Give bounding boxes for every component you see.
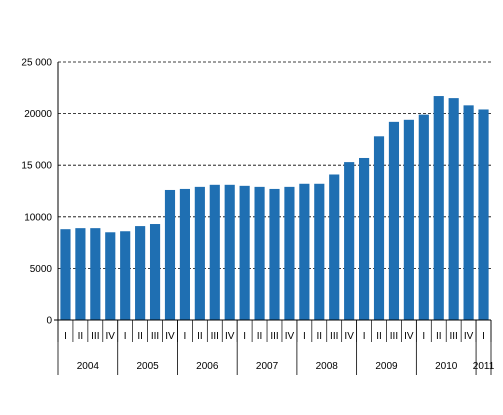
y-tick-label: 20000: [24, 109, 52, 120]
x-tick-label: II: [257, 331, 263, 342]
bar: [179, 188, 190, 320]
bar: [403, 119, 414, 321]
year-label: 2009: [375, 361, 398, 372]
axes: [54, 62, 492, 375]
y-tick-label: 0: [46, 316, 52, 327]
bar: [448, 98, 459, 321]
x-tick-label: III: [390, 331, 398, 342]
bar: [478, 109, 489, 320]
year-label: 2004: [77, 361, 100, 372]
bars: [60, 96, 489, 321]
y-tick-labels: 0 5000 10000 15 000 20000 25 000: [21, 58, 52, 327]
year-label: 2006: [196, 361, 219, 372]
bar: [359, 157, 370, 320]
bar: [344, 162, 355, 320]
x-tick-label: IV: [106, 331, 116, 342]
x-tick-label: IV: [344, 331, 354, 342]
bar: [284, 186, 295, 320]
x-tick-label: I: [482, 331, 485, 342]
x-tick-label: III: [151, 331, 159, 342]
year-label: 2008: [316, 361, 339, 372]
bar: [329, 174, 340, 320]
year-label: 2005: [136, 361, 159, 372]
bar: [254, 186, 265, 320]
bar: [373, 136, 385, 320]
bar: [418, 114, 429, 321]
bar: [194, 186, 205, 320]
x-tick-label: II: [436, 331, 442, 342]
x-tick-label: II: [78, 331, 84, 342]
x-tick-label: I: [64, 331, 67, 342]
year-label: 2010: [435, 361, 458, 372]
x-tick-label: IV: [404, 331, 414, 342]
year-label: 2007: [256, 361, 279, 372]
y-tick-label: 10000: [24, 212, 52, 223]
x-tick-label: III: [330, 331, 338, 342]
bar: [314, 183, 325, 320]
x-tick-label: II: [376, 331, 382, 342]
bar: [463, 105, 474, 321]
bar: [149, 224, 161, 320]
x-tick-label: II: [317, 331, 323, 342]
bar: [388, 121, 400, 320]
x-tick-label: IV: [464, 331, 474, 342]
x-tick-label: II: [137, 331, 143, 342]
bar: [105, 232, 116, 320]
y-tick-label: 25 000: [21, 58, 52, 69]
bar: [135, 226, 146, 320]
x-tick-labels: I II III IV I II III IV I II III IV I II III IV I II III IV…: [64, 331, 485, 342]
bar: [90, 228, 101, 320]
x-tick-label: II: [197, 331, 203, 342]
bar: [209, 184, 220, 320]
bar: [239, 185, 250, 320]
x-tick-label: IV: [285, 331, 295, 342]
bar: [433, 96, 444, 320]
bar: [164, 189, 176, 320]
x-tick-label: III: [211, 331, 219, 342]
bar: [120, 231, 131, 320]
bar: [299, 183, 310, 320]
bar: [269, 188, 280, 320]
x-tick-label: I: [243, 331, 246, 342]
bar: [75, 228, 86, 320]
x-tick-label: III: [91, 331, 99, 342]
bar: [60, 229, 71, 320]
year-label: 2011: [473, 361, 495, 372]
x-tick-label: III: [270, 331, 278, 342]
x-tick-label: I: [124, 331, 127, 342]
x-tick-label: IV: [165, 331, 175, 342]
y-tick-label: 5000: [30, 264, 53, 275]
x-tick-label: I: [422, 331, 425, 342]
bar: [224, 184, 235, 320]
x-tick-label: I: [184, 331, 187, 342]
year-labels: 2004 2005 2006 2007 2008 2009 2010 2011: [77, 361, 495, 372]
x-tick-label: I: [363, 331, 366, 342]
x-tick-label: I: [303, 331, 306, 342]
x-tick-label: III: [450, 331, 458, 342]
x-tick-label: IV: [225, 331, 235, 342]
y-tick-label: 15 000: [21, 161, 52, 172]
